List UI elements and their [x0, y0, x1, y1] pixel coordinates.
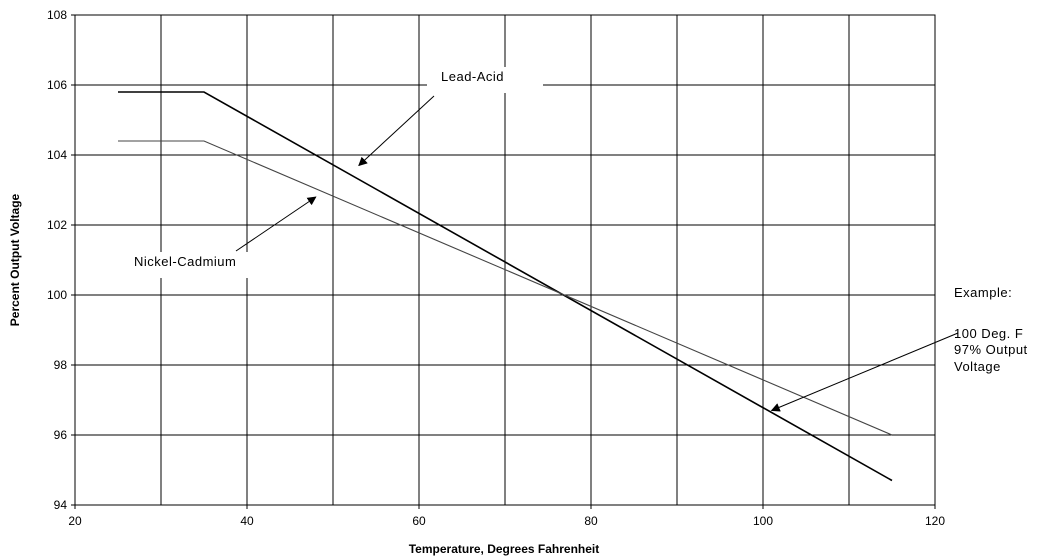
annotation-text: Voltage: [954, 359, 1001, 374]
annotation-lead-acid: Lead-Acid: [358, 67, 543, 167]
annotation-arrow: [358, 95, 435, 167]
annotation-arrow: [770, 332, 959, 412]
x-axis-title: Temperature, Degrees Fahrenheit: [409, 542, 600, 556]
plot-frame: [74, 14, 936, 506]
x-tick-label: 120: [925, 514, 945, 528]
annotation-example: Example: 100 Deg. F97% Output Voltage: [770, 282, 1058, 412]
axes: 20 40 60 80 100 120 94 96 98 100 102 104 106 108: [47, 8, 945, 528]
annotation-arrow: [235, 196, 317, 252]
x-tick-label: 60: [412, 514, 426, 528]
series-line-nickel-cadmium: [118, 140, 893, 436]
series-line-lead-acid: [118, 91, 893, 482]
annotation-text: 100 Deg. F: [954, 326, 1023, 341]
annotation-text: Lead-Acid: [441, 69, 504, 84]
annotation-nickel-cadmium: Nickel-Cadmium: [124, 196, 317, 278]
x-tick-label: 100: [753, 514, 773, 528]
x-tick-label: 40: [240, 514, 254, 528]
y-tick-label: 108: [47, 8, 67, 22]
y-tick-label: 94: [54, 498, 68, 512]
y-tick-label: 106: [47, 78, 67, 92]
annotation-text: Example:: [954, 285, 1012, 300]
x-tick-label: 80: [584, 514, 598, 528]
y-tick-label: 98: [54, 358, 68, 372]
y-tick-label: 104: [47, 148, 67, 162]
y-tick-label: 102: [47, 218, 67, 232]
annotation-background: [124, 252, 282, 278]
grid: [75, 15, 935, 505]
series: [118, 91, 893, 482]
annotation-background: [427, 67, 543, 93]
y-tick-label: 96: [54, 428, 68, 442]
annotation-background: [946, 282, 1058, 379]
y-axis-title: Percent Output Voltage: [8, 193, 22, 326]
annotation-text: 97% Output: [954, 342, 1028, 357]
annotation-text: Nickel-Cadmium: [134, 254, 236, 269]
x-tick-label: 20: [68, 514, 82, 528]
y-tick-label: 100: [47, 288, 67, 302]
labels: Temperature, Degrees Fahrenheit Percent …: [8, 193, 599, 556]
annotations: Lead-Acid Nickel-Cadmium Example: 100 Deg. …: [124, 67, 1058, 412]
